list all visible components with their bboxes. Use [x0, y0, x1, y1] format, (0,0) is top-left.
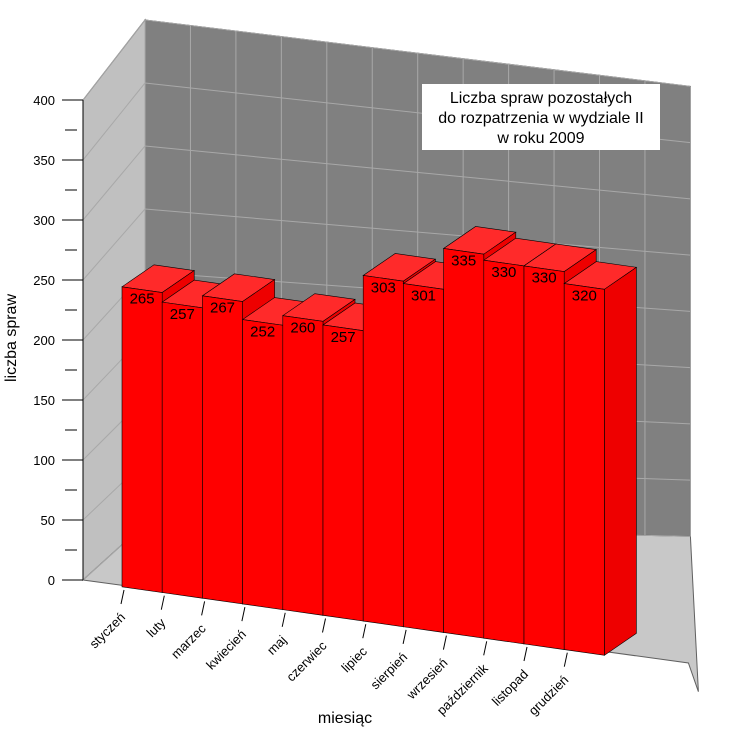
data-label: 330 [491, 264, 516, 281]
bar [403, 283, 444, 633]
chart-title-box [422, 84, 660, 150]
x-tick-label: styczeń [86, 610, 128, 652]
y-tick-label: 50 [41, 513, 55, 528]
x-tick [281, 612, 286, 627]
x-axis-title: miesiąc [318, 710, 372, 727]
data-label: 252 [250, 323, 275, 340]
x-tick [201, 601, 206, 616]
x-tick [563, 652, 568, 667]
data-label: 335 [451, 252, 476, 269]
x-tick [362, 624, 367, 639]
bar-side [604, 266, 637, 656]
chart-title: Liczba spraw pozostałych do rozpatrzenia… [422, 84, 660, 150]
y-axis: 0 50 100 150 200 250 300 350 400 [33, 93, 84, 588]
x-tick [483, 641, 488, 656]
data-label: 301 [411, 287, 436, 304]
y-tick-label: 300 [33, 213, 55, 228]
x-tick [322, 618, 326, 633]
x-tick [120, 589, 125, 605]
y-tick-label: 200 [33, 333, 55, 348]
data-label: 260 [290, 319, 315, 336]
data-label: 330 [532, 270, 557, 287]
y-tick-label: 0 [48, 573, 55, 588]
x-tick-label: sierpień [367, 649, 410, 692]
bar [161, 301, 203, 599]
data-label: 303 [371, 279, 396, 296]
bar [443, 248, 485, 639]
bar [362, 275, 404, 628]
x-tick [241, 606, 246, 622]
x-tick-label: czerwiec [283, 638, 330, 685]
x-tick-label: lipiec [338, 643, 370, 675]
y-tick-label: 150 [33, 393, 55, 408]
x-tick-label: kwiecień [203, 627, 249, 673]
data-label: 267 [210, 300, 235, 317]
x-tick-label: marzec [168, 621, 209, 662]
data-label: 320 [572, 287, 597, 304]
y-axis-title: liczba spraw [3, 294, 20, 382]
bar [563, 283, 605, 656]
x-tick [523, 646, 528, 662]
chart-title-line-2: do rozpatrzenia w wydziale II [438, 110, 643, 127]
x-tick [160, 595, 165, 610]
data-labels: 265 257 267 252 260 257 303 301 335 330 330 320 [130, 252, 597, 345]
data-label: 257 [170, 306, 195, 323]
x-tick-label: wrzesień [403, 655, 451, 703]
x-tick-label: listopad [489, 667, 531, 709]
side-grid-line [82, 19, 146, 101]
x-tick-label: luty [144, 615, 169, 640]
data-label: 257 [331, 329, 356, 346]
side-grid-line [82, 145, 146, 221]
bar [483, 259, 525, 645]
x-tick [442, 635, 447, 650]
bar [121, 286, 163, 593]
chart-title-line-1: Liczba spraw pozostałych [450, 90, 632, 107]
bar [202, 295, 243, 605]
data-label: 265 [130, 291, 155, 308]
x-tick-label: maj [264, 632, 289, 657]
chart-title-line-3: w roku 2009 [496, 130, 584, 147]
y-tick-label: 250 [33, 273, 55, 288]
side-grid-line [82, 82, 146, 161]
chart-bars [121, 226, 638, 656]
y-tick-label: 350 [33, 153, 55, 168]
y-tick-label: 100 [33, 453, 55, 468]
y-tick-label: 400 [33, 93, 55, 108]
side-grid-line [82, 208, 146, 281]
x-tick-label: grudzień [526, 672, 572, 718]
bar [322, 324, 364, 622]
x-tick [402, 629, 407, 645]
bar [282, 315, 324, 616]
bar [523, 265, 565, 650]
bar [242, 319, 284, 610]
